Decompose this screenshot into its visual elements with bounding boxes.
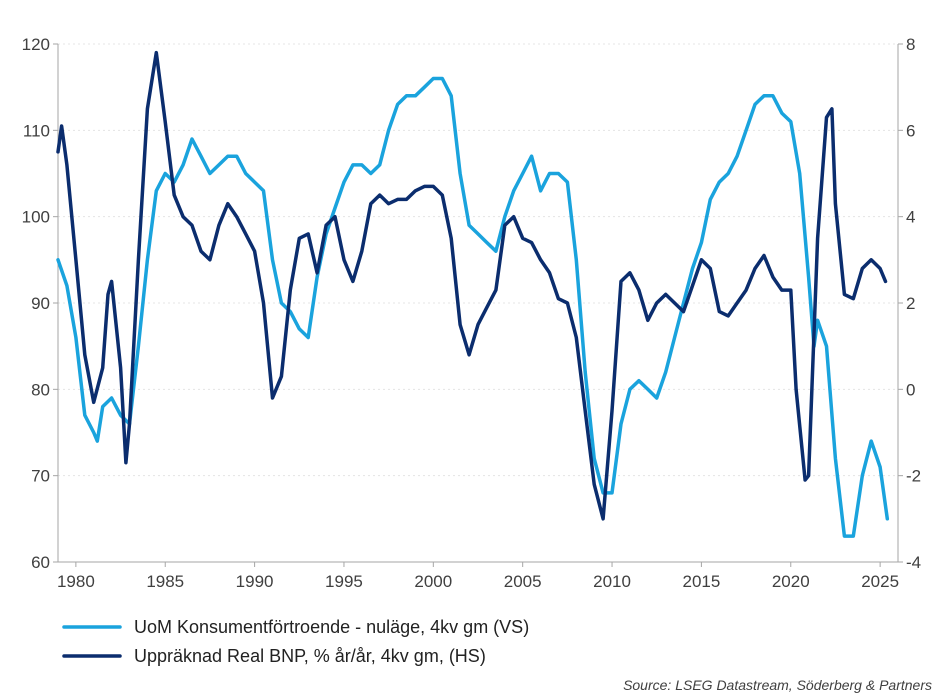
- series-lines: [56, 50, 890, 538]
- y-tick-label-left: 80: [31, 380, 50, 399]
- series-line-real-gdp: [56, 50, 888, 521]
- y-tick-label-left: 120: [22, 35, 50, 54]
- grid-lines: [58, 43, 898, 477]
- x-tick-label: 1980: [57, 572, 95, 591]
- y-tick-label-left: 60: [31, 553, 50, 572]
- y-tick-label-right: 0: [906, 380, 915, 399]
- x-tick-label: 2015: [682, 572, 720, 591]
- y-tick-label-right: 8: [906, 35, 915, 54]
- y-tick-label-right: -4: [906, 553, 921, 572]
- y-tick-label-right: 6: [906, 121, 915, 140]
- x-tick-label: 2025: [861, 572, 899, 591]
- x-tick-label: 2005: [504, 572, 542, 591]
- x-tick-label: 2000: [414, 572, 452, 591]
- y-tick-label-right: -2: [906, 467, 921, 486]
- series-line-consumer-confidence: [56, 76, 890, 538]
- x-tick-label: 2010: [593, 572, 631, 591]
- legend-label-real-gdp: Uppräknad Real BNP, % år/år, 4kv gm, (HS…: [134, 646, 486, 666]
- y-tick-label-right: 4: [906, 208, 915, 227]
- x-tick-label: 2020: [772, 572, 810, 591]
- y-ticks-right: -4 -2 0 2 4 6 8: [898, 35, 921, 572]
- y-tick-label-right: 2: [906, 294, 915, 313]
- x-tick-label: 1985: [146, 572, 184, 591]
- x-ticks: 1980 1985 1990 1995 2000 2005 2010 2015 2020 2025: [57, 562, 899, 591]
- legend: UoM Konsumentförtroende - nuläge, 4kv gm…: [62, 617, 529, 666]
- y-tick-label-left: 110: [23, 121, 50, 140]
- source-note: Source: LSEG Datastream, Söderberg & Par…: [623, 677, 932, 693]
- y-tick-label-left: 100: [22, 208, 50, 227]
- y-ticks-left: 60 70 80 90 100 110 120: [22, 35, 58, 572]
- y-tick-label-left: 70: [31, 467, 50, 486]
- x-tick-label: 1995: [325, 572, 363, 591]
- legend-label-consumer-confidence: UoM Konsumentförtroende - nuläge, 4kv gm…: [134, 617, 529, 637]
- y-tick-label-left: 90: [31, 294, 50, 313]
- x-tick-label: 1990: [236, 572, 274, 591]
